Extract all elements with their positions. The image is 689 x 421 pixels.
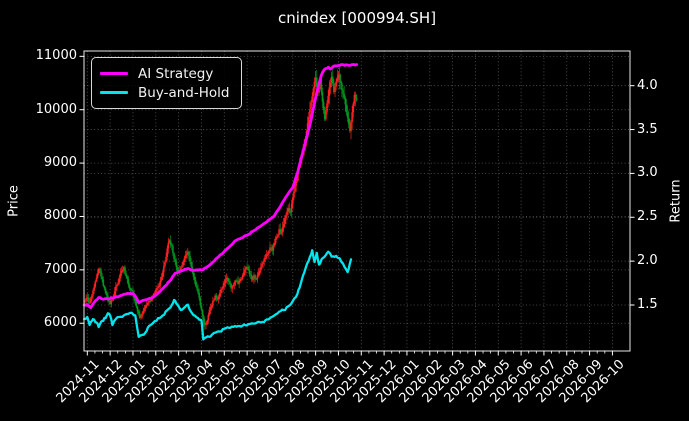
ai-strategy-line: [82, 63, 359, 309]
price-tick-label: 9000: [43, 155, 77, 171]
return-tick-label: 1.5: [637, 296, 658, 312]
legend: AI Strategy Buy-and-Hold: [91, 57, 243, 109]
buy-and-hold-label: Buy-and-Hold: [138, 84, 230, 101]
candlesticks: [84, 67, 358, 330]
chart-title: cnindex [000994.SH]: [277, 9, 437, 27]
ai-strategy-label: AI Strategy: [138, 65, 214, 82]
legend-item-buy-and-hold: Buy-and-Hold: [100, 83, 229, 102]
price-tick-label: 6000: [43, 315, 77, 331]
tick-marks: [79, 55, 635, 356]
buy-and-hold-line: [82, 249, 353, 341]
axes-frame: [83, 50, 631, 352]
return-tick-label: 3.0: [637, 165, 658, 181]
return-tick-label: 2.5: [637, 209, 658, 225]
price-tick-label: 10000: [35, 101, 77, 117]
return-tick-label: 3.5: [637, 121, 658, 137]
price-tick-label: 8000: [43, 208, 77, 224]
price-tick-label: 7000: [43, 261, 77, 277]
ai-strategy-line-swatch: [100, 71, 128, 76]
price-tick-label: 11000: [35, 48, 77, 64]
legend-item-ai-strategy: AI Strategy: [100, 64, 229, 83]
buy-and-hold-line-swatch: [100, 90, 128, 95]
return-tick-label: 4.0: [637, 77, 658, 93]
gridlines: [84, 51, 630, 351]
return-tick-label: 2.0: [637, 253, 658, 269]
